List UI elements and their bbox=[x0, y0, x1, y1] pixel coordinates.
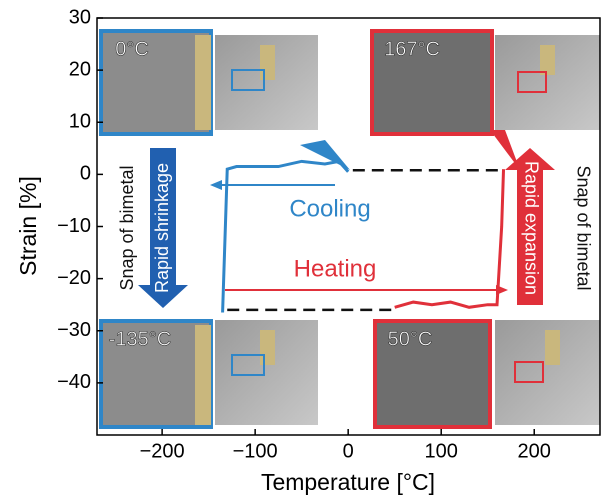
x-tick-label: 0 bbox=[343, 440, 354, 462]
annotation: Rapid expansion bbox=[521, 161, 541, 295]
y-tick-label: −40 bbox=[57, 371, 91, 393]
y-axis-label: Strain [%] bbox=[15, 176, 41, 276]
y-tick-label: 30 bbox=[69, 6, 91, 28]
chart: 3020100−10−20−30−40−200−1000100200Temper… bbox=[0, 0, 604, 502]
annotation: 50°C bbox=[388, 328, 433, 350]
y-tick-label: −30 bbox=[57, 319, 91, 341]
x-tick-label: −200 bbox=[140, 440, 185, 462]
y-tick-label: −20 bbox=[57, 267, 91, 289]
annotation: 167°C bbox=[384, 38, 440, 60]
x-tick-label: 100 bbox=[425, 440, 458, 462]
annotation: Snap of bimetal bbox=[573, 165, 593, 290]
x-axis-label: Temperature [°C] bbox=[261, 469, 435, 495]
annotation: 0°C bbox=[115, 38, 149, 60]
y-tick-label: −10 bbox=[57, 215, 91, 237]
annotation: Rapid shrinkage bbox=[152, 163, 172, 293]
annotation: -135°C bbox=[109, 328, 171, 350]
x-tick-label: 200 bbox=[518, 440, 551, 462]
annotation: Cooling bbox=[289, 195, 370, 222]
y-tick-label: 10 bbox=[69, 111, 91, 133]
series-line bbox=[395, 169, 504, 307]
x-tick-label: −100 bbox=[233, 440, 278, 462]
y-tick-label: 20 bbox=[69, 58, 91, 80]
y-tick-label: 0 bbox=[80, 163, 91, 185]
annotation: Heating bbox=[294, 255, 377, 282]
annotation: Snap of bimetal bbox=[117, 165, 137, 290]
